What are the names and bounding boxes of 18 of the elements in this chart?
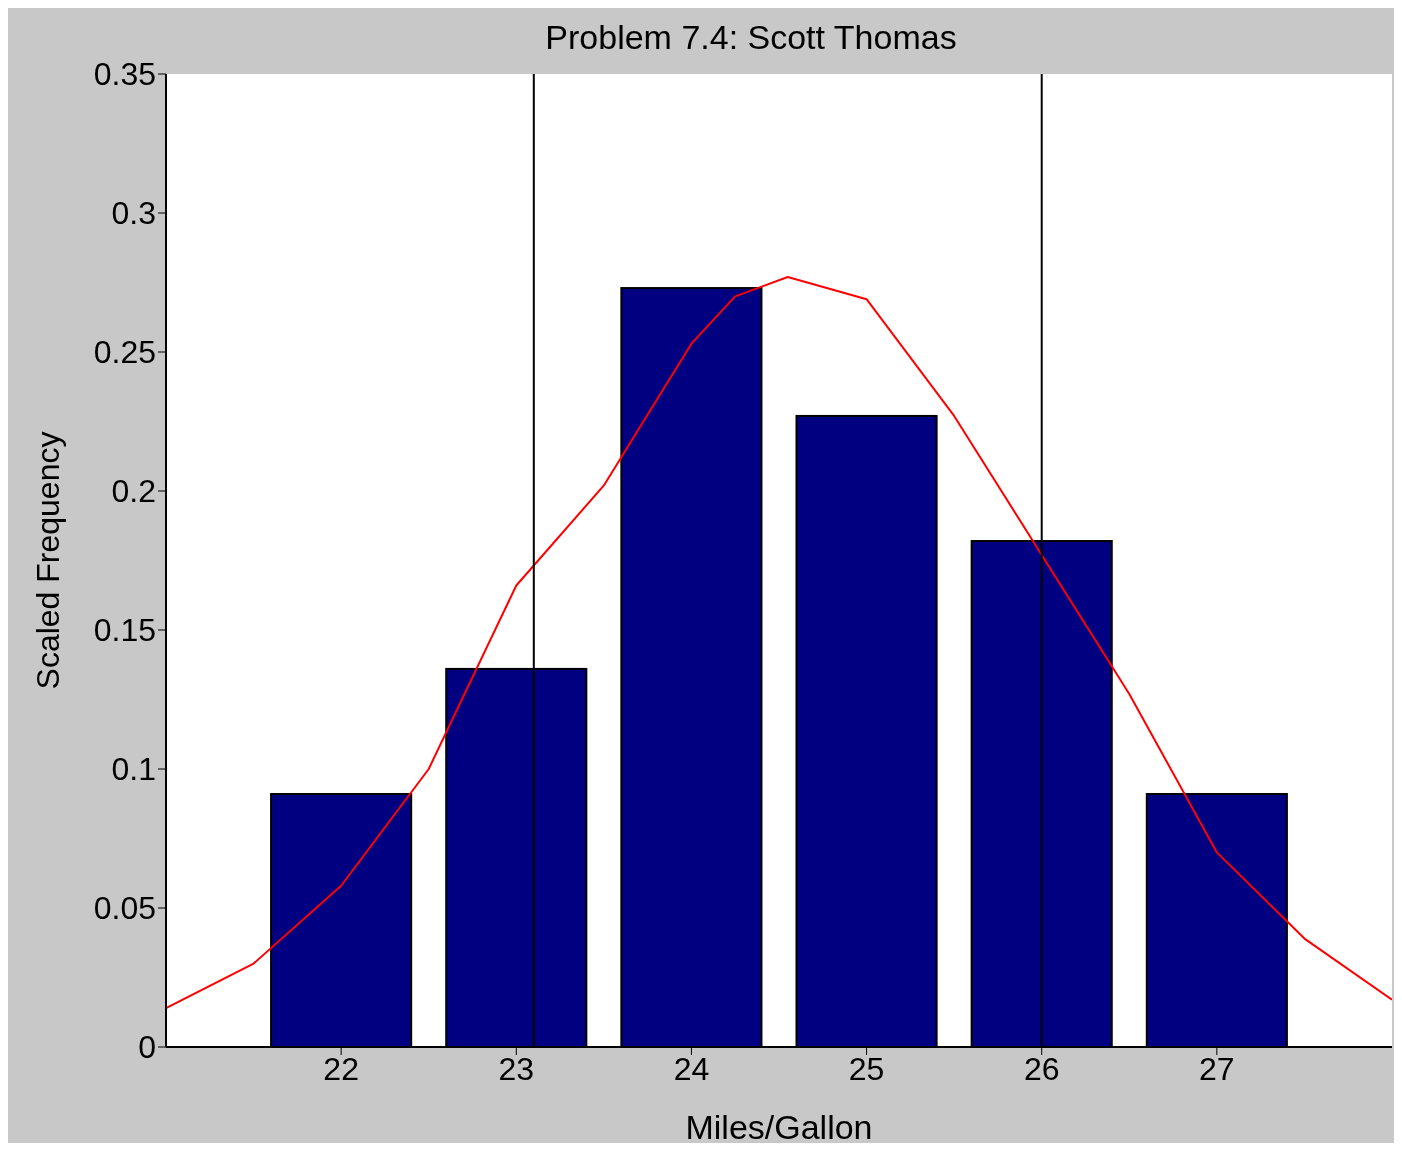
y-tick-label: 0.05 bbox=[93, 890, 156, 927]
x-tick-label: 25 bbox=[848, 1050, 885, 1087]
x-tick-label: 24 bbox=[673, 1050, 710, 1087]
x-tick-label: 27 bbox=[1199, 1050, 1235, 1087]
y-tick-label: 0.25 bbox=[93, 334, 156, 371]
x-tick-label: 23 bbox=[498, 1050, 535, 1087]
y-tick-label: 0.35 bbox=[93, 56, 156, 93]
y-tick-label: 0.3 bbox=[111, 195, 156, 232]
y-tick-label: 0.15 bbox=[93, 612, 156, 649]
y-axis-title: Scaled Frequency bbox=[30, 431, 67, 690]
x-axis-title: Miles/Gallon bbox=[685, 1108, 873, 1146]
y-tick-label: 0.1 bbox=[111, 751, 156, 788]
y-tick-label: 0.2 bbox=[111, 473, 156, 510]
x-tick-label: 26 bbox=[1023, 1050, 1060, 1087]
line-series bbox=[166, 275, 1392, 1010]
y-tick-label: 0 bbox=[138, 1029, 156, 1066]
x-tick-label: 22 bbox=[323, 1050, 359, 1087]
chart-title: Problem 7.4: Scott Thomas bbox=[544, 18, 958, 57]
